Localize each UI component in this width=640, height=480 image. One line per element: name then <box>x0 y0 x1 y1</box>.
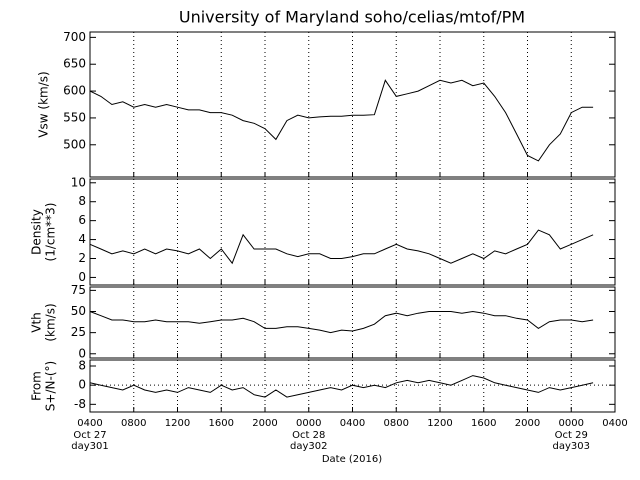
x-tick-label: 1200 <box>427 418 452 429</box>
y-axis-label: Density <box>30 209 44 255</box>
x-axis-label: Date (2016) <box>322 454 382 465</box>
data-line <box>89 229 594 265</box>
y-tick-label: 8 <box>78 194 86 208</box>
chart-title: University of Maryland soho/celias/mtof/… <box>179 8 525 27</box>
y-tick-label: 700 <box>63 30 86 44</box>
x-tick-label: 0400 <box>77 418 102 429</box>
y-axis-label: From <box>30 371 44 401</box>
y-axis-label: (1/cm**3) <box>44 203 58 262</box>
x-tick-label: 0000 <box>559 418 584 429</box>
y-tick-label: 75 <box>71 283 86 297</box>
y-tick-label: 2 <box>78 251 86 265</box>
y-axis-label: S+/N-(°) <box>44 361 58 411</box>
x-tick-label: 0800 <box>384 418 409 429</box>
x-sublabel: Oct 29 <box>555 430 588 441</box>
x-tick-label: 1200 <box>165 418 190 429</box>
x-sublabel: day303 <box>553 441 590 452</box>
x-tick-label: 2000 <box>252 418 277 429</box>
data-line <box>89 310 594 334</box>
x-sublabel: Oct 28 <box>292 430 325 441</box>
y-tick-label: 10 <box>71 175 86 189</box>
y-tick-label: 600 <box>63 84 86 98</box>
y-tick-label: 8 <box>78 358 86 372</box>
data-line <box>89 79 594 162</box>
y-tick-label: 500 <box>63 137 86 151</box>
y-tick-label: 0 <box>78 346 86 360</box>
y-tick-label: 4 <box>78 232 86 246</box>
x-tick-label: 2000 <box>515 418 540 429</box>
y-tick-label: 0 <box>78 270 86 284</box>
y-tick-label: 25 <box>71 325 86 339</box>
x-tick-label: 0000 <box>296 418 321 429</box>
x-tick-label: 1600 <box>209 418 234 429</box>
y-axis-label: (km/s) <box>44 303 58 341</box>
y-tick-label: 50 <box>71 304 86 318</box>
y-tick-label: -8 <box>74 397 86 411</box>
y-tick-label: 550 <box>63 110 86 124</box>
x-sublabel: day301 <box>71 441 108 452</box>
x-tick-label: 0400 <box>602 418 627 429</box>
y-tick-label: 0 <box>78 378 86 392</box>
y-tick-label: 6 <box>78 213 86 227</box>
x-tick-label: 0800 <box>121 418 146 429</box>
x-sublabel: Oct 27 <box>73 430 106 441</box>
y-axis-label: Vth <box>30 312 44 333</box>
data-line <box>89 375 594 398</box>
x-tick-label: 0400 <box>340 418 365 429</box>
x-tick-label: 1600 <box>471 418 496 429</box>
y-axis-label: Vsw (km/s) <box>37 71 51 137</box>
x-sublabel: day302 <box>290 441 327 452</box>
y-tick-label: 650 <box>63 57 86 71</box>
